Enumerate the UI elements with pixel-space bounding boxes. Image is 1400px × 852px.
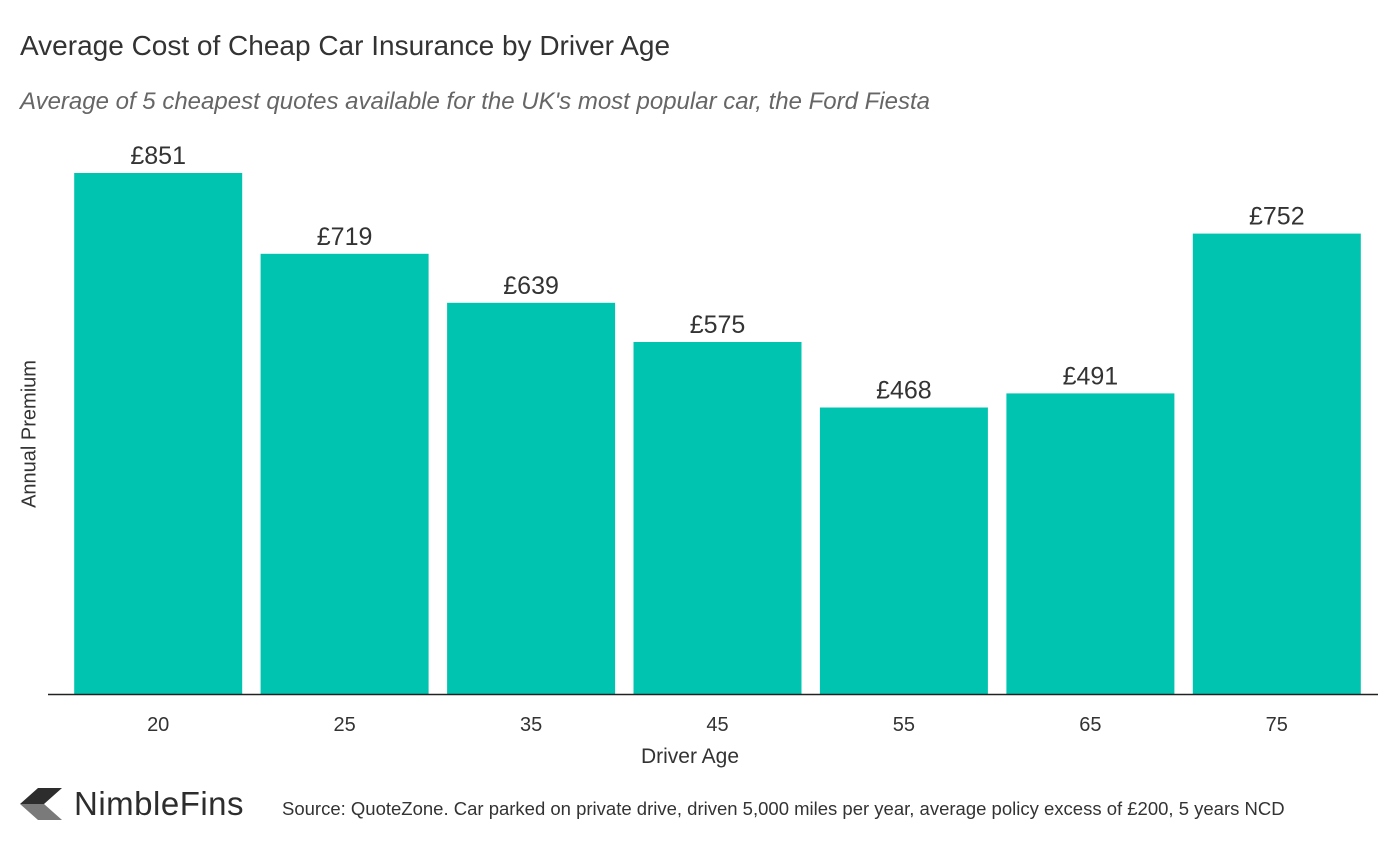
bar-age-75: [1192, 233, 1361, 694]
bar-age-45: [633, 342, 802, 694]
bar-age-55: [819, 407, 988, 694]
source-note: Source: QuoteZone. Car parked on private…: [282, 798, 1285, 819]
bar-age-35: [447, 302, 616, 694]
data-label-age-35: £639: [503, 272, 559, 300]
data-label-age-75: £752: [1249, 203, 1305, 231]
x-tick-label-65: 65: [1079, 714, 1101, 736]
logo-text: NimbleFins: [74, 785, 245, 822]
bar-age-25: [260, 253, 429, 695]
x-tick-label-55: 55: [893, 714, 915, 736]
nimblefins-logo: NimbleFins: [18, 784, 244, 824]
x-axis-label: Driver Age: [640, 745, 740, 768]
data-label-age-65: £491: [1063, 362, 1119, 390]
x-tick-label-25: 25: [333, 714, 355, 736]
data-label-age-45: £575: [690, 311, 746, 339]
data-label-age-55: £468: [876, 377, 932, 405]
data-label-age-25: £719: [317, 223, 373, 251]
bar-age-20: [74, 173, 243, 694]
x-tick-label-35: 35: [520, 714, 542, 736]
data-label-age-20: £851: [130, 142, 186, 170]
chart-title: Average Cost of Cheap Car Insurance by D…: [20, 30, 671, 61]
x-tick-label-75: 75: [1266, 714, 1288, 736]
x-tick-label-45: 45: [706, 714, 728, 736]
chart-subtitle: Average of 5 cheapest quotes available f…: [20, 88, 930, 115]
x-tick-label-20: 20: [147, 714, 169, 736]
bar-age-65: [1006, 393, 1175, 694]
chevron-arrow-icon: [20, 788, 62, 820]
